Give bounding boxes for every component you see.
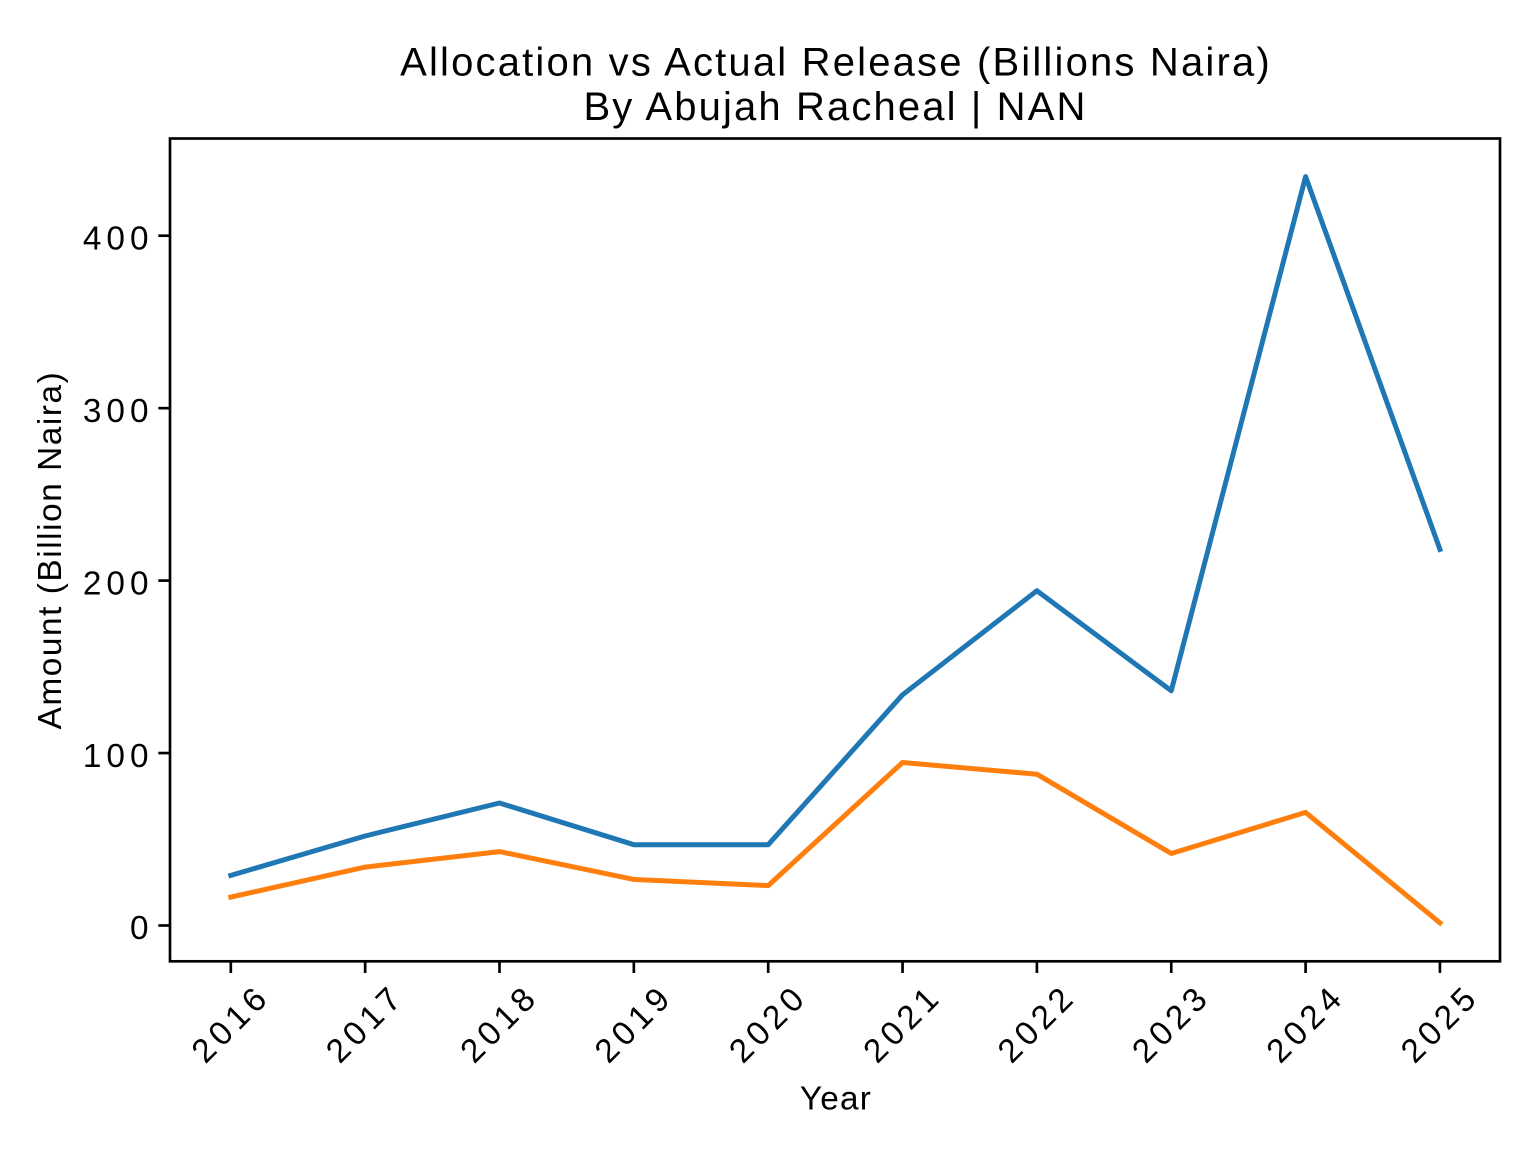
svg-text:By Abujah Racheal | NAN: By Abujah Racheal | NAN bbox=[583, 85, 1087, 129]
svg-text:0: 0 bbox=[130, 910, 154, 947]
svg-text:Amount (Billion Naira): Amount (Billion Naira) bbox=[32, 371, 69, 730]
svg-text:300: 300 bbox=[83, 393, 154, 430]
svg-text:200: 200 bbox=[83, 565, 154, 602]
svg-text:Year: Year bbox=[800, 1081, 872, 1118]
svg-text:Allocation vs Actual Release (: Allocation vs Actual Release (Billions N… bbox=[400, 40, 1272, 84]
svg-text:100: 100 bbox=[83, 738, 154, 775]
svg-text:400: 400 bbox=[83, 220, 154, 257]
